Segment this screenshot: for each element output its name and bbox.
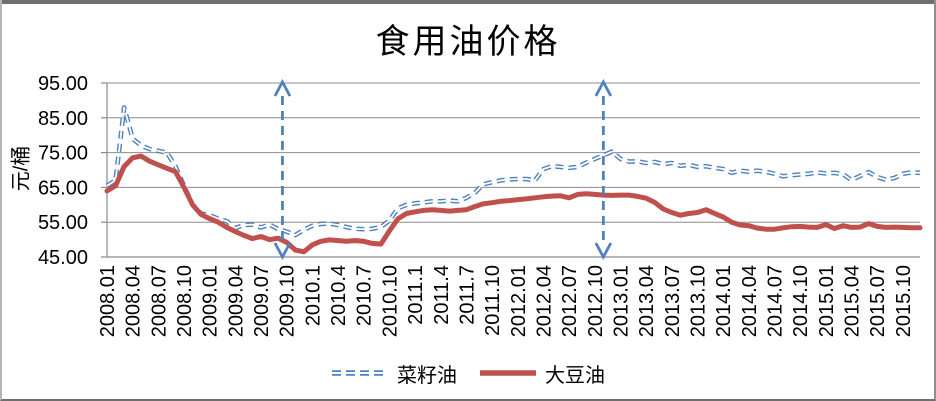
x-tick-label: 2014.01 bbox=[713, 265, 735, 337]
annotation-arrowhead-down bbox=[594, 242, 613, 260]
x-tick-label: 2012.10 bbox=[585, 265, 607, 337]
legend: 菜籽油 大豆油 bbox=[2, 359, 934, 388]
x-tick-label: 2014.04 bbox=[739, 265, 761, 337]
legend-item-rapeseed-oil: 菜籽油 bbox=[331, 359, 457, 388]
x-tick-label: 2009.07 bbox=[251, 265, 273, 337]
x-tick-label: 2011.4 bbox=[431, 265, 453, 325]
x-tick-label: 2008.01 bbox=[97, 265, 119, 337]
x-tick-label: 2013.04 bbox=[636, 265, 658, 337]
x-tick-label: 2011.7 bbox=[456, 265, 478, 325]
series-line-菜籽油 bbox=[105, 105, 921, 238]
x-tick-label: 2009.04 bbox=[225, 265, 247, 337]
x-tick-label: 2010.10 bbox=[379, 265, 401, 337]
y-tick-label: 75.00 bbox=[38, 143, 88, 165]
series-line-core-菜籽油 bbox=[106, 106, 921, 237]
x-tick-label: 2011.1 bbox=[405, 265, 427, 325]
rapeseed-dashed-line-sample bbox=[332, 370, 388, 376]
x-tick-label: 2012.01 bbox=[508, 265, 530, 337]
window-top-edge bbox=[2, 0, 934, 4]
legend-label-rapeseed-oil: 菜籽油 bbox=[397, 364, 457, 387]
x-tick-label: 2008.04 bbox=[123, 265, 145, 337]
soybean-solid-line-sample bbox=[480, 370, 536, 376]
x-tick-label: 2010.1 bbox=[302, 265, 324, 326]
legend-label-soybean-oil: 大豆油 bbox=[545, 364, 605, 387]
x-tick-label: 2013.01 bbox=[610, 265, 632, 337]
x-tick-label: 2008.10 bbox=[174, 265, 196, 337]
x-tick-label: 2014.07 bbox=[765, 265, 787, 337]
x-tick-label: 2015.04 bbox=[842, 265, 864, 337]
annotation-arrowhead-down bbox=[273, 242, 292, 260]
x-tick-label: 2012.07 bbox=[559, 265, 581, 337]
y-tick-label: 45.00 bbox=[38, 247, 88, 269]
x-tick-label: 2012.04 bbox=[533, 265, 555, 337]
y-tick-label: 95.00 bbox=[38, 73, 88, 95]
chart-title: 食用油价格 bbox=[375, 24, 561, 61]
y-tick-label: 65.00 bbox=[38, 177, 88, 199]
x-tick-label: 2014.10 bbox=[790, 265, 812, 337]
series-line-大豆油 bbox=[104, 153, 923, 255]
x-tick-label: 2013.10 bbox=[687, 265, 709, 337]
x-tick-label: 2013.07 bbox=[662, 265, 684, 337]
x-tick-label: 2015.07 bbox=[867, 265, 889, 337]
legend-item-soybean-oil: 大豆油 bbox=[479, 359, 605, 388]
x-tick-label: 2009.01 bbox=[200, 265, 222, 337]
x-tick-label: 2010.7 bbox=[354, 265, 376, 326]
x-tick-label: 2011.10 bbox=[482, 265, 504, 336]
x-tick-label: 2015.10 bbox=[893, 265, 915, 337]
y-tick-label: 55.00 bbox=[38, 212, 88, 234]
x-tick-label: 2015.01 bbox=[816, 265, 838, 337]
y-tick-label: 85.00 bbox=[38, 108, 88, 130]
x-tick-label: 2010.4 bbox=[328, 265, 350, 326]
x-tick-label: 2009.10 bbox=[277, 265, 299, 337]
x-tick-label: 2008.07 bbox=[148, 265, 170, 337]
annotation-arrowhead-up bbox=[594, 79, 613, 97]
annotation-arrowhead-up bbox=[273, 79, 292, 97]
